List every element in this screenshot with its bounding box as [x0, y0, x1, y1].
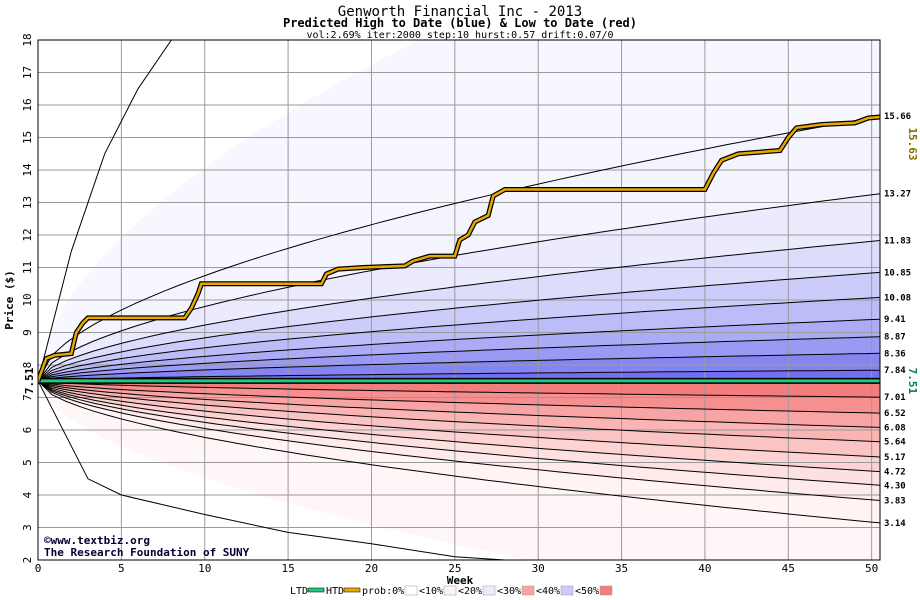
end-label: 9.41	[884, 315, 906, 325]
x-tick-label: 40	[698, 562, 711, 575]
end-label: 3.83	[884, 497, 906, 507]
start-price-label: 7.51	[23, 367, 36, 394]
legend-ltd-swatch	[308, 588, 324, 592]
end-label: 7.84	[884, 366, 906, 376]
y-tick-label: 17	[21, 66, 34, 79]
end-label: 4.72	[884, 468, 906, 478]
y-tick-label: 16	[21, 98, 34, 111]
legend-prob-label: <20%	[458, 586, 482, 597]
legend-prob-swatch	[483, 586, 495, 595]
x-tick-label: 20	[365, 562, 378, 575]
end-label: 3.14	[884, 519, 906, 529]
ltd-value-label: 7.51	[906, 368, 919, 395]
legend-ltd-label: LTD	[290, 586, 308, 597]
end-label: 8.87	[884, 333, 906, 343]
end-label: 11.83	[884, 237, 911, 247]
y-tick-label: 9	[21, 329, 34, 336]
y-tick-label: 13	[21, 196, 34, 209]
plot-area: 0510152025303540455023456789101112131415…	[21, 0, 919, 600]
legend: LTD HTD prob:0% <10% <20% <30% <40% <50%	[290, 586, 612, 597]
y-tick-label: 11	[21, 261, 34, 274]
y-axis-title: Price ($)	[3, 270, 16, 330]
end-label: 6.08	[884, 423, 906, 433]
end-label: 10.85	[884, 268, 911, 278]
y-tick-label: 4	[21, 491, 34, 498]
y-tick-label: 12	[21, 228, 34, 241]
legend-htd-swatch	[344, 588, 360, 592]
legend-prob-swatch	[561, 586, 573, 595]
legend-prob-swatch	[405, 586, 417, 595]
legend-prob-swatch	[522, 586, 534, 595]
end-label: 4.30	[884, 481, 906, 491]
y-tick-label: 5	[21, 459, 34, 466]
legend-prob-label: <40%	[536, 586, 560, 597]
end-label: 5.17	[884, 453, 906, 463]
end-label: 8.36	[884, 349, 906, 359]
legend-prob-label: <50%	[575, 586, 599, 597]
legend-prob-swatch	[600, 586, 612, 595]
y-tick-label: 15	[21, 131, 34, 144]
y-tick-label: 7	[21, 394, 34, 401]
legend-prob-label: prob:0%	[362, 586, 404, 597]
x-tick-label: 35	[615, 562, 628, 575]
end-label: 13.27	[884, 190, 911, 200]
y-tick-label: 2	[21, 557, 34, 564]
y-tick-label: 14	[21, 163, 34, 177]
end-label: 15.66	[884, 112, 911, 122]
legend-prob-swatch	[444, 586, 456, 595]
y-tick-label: 18	[21, 33, 34, 46]
y-tick-label: 3	[21, 524, 34, 531]
credit-org: The Research Foundation of SUNY	[44, 546, 250, 559]
y-tick-label: 8	[21, 362, 34, 369]
x-tick-label: 50	[865, 562, 878, 575]
chart-subtitle: Predicted High to Date (blue) & Low to D…	[283, 16, 637, 30]
legend-prob-label: <10%	[419, 586, 443, 597]
x-tick-label: 5	[118, 562, 125, 575]
end-label: 5.64	[884, 438, 906, 448]
x-tick-label: 0	[35, 562, 42, 575]
x-tick-label: 45	[782, 562, 795, 575]
end-label: 7.01	[884, 393, 906, 403]
end-label: 10.08	[884, 293, 911, 303]
y-tick-label: 6	[21, 427, 34, 434]
htd-value-label: 15.63	[906, 127, 919, 160]
x-tick-label: 15	[281, 562, 294, 575]
x-tick-label: 10	[198, 562, 211, 575]
x-tick-label: 30	[532, 562, 545, 575]
chart-params: vol:2.69% iter:2000 step:10 hurst:0.57 d…	[306, 30, 613, 41]
legend-htd-label: HTD	[326, 586, 344, 597]
legend-prob-label: <30%	[497, 586, 521, 597]
y-tick-label: 10	[21, 293, 34, 306]
end-label: 6.52	[884, 409, 906, 419]
